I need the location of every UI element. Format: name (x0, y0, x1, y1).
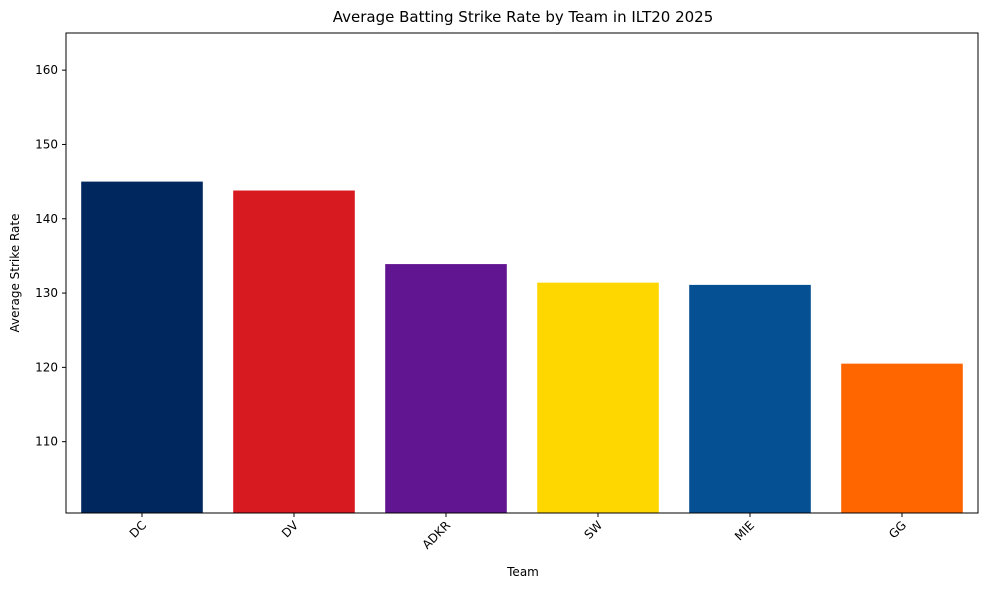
y-axis: 110 120 130 140 150 160 (35, 63, 66, 449)
x-axis-label: Team (506, 565, 539, 579)
bar-adkr (385, 264, 507, 513)
bar-dv (233, 190, 355, 513)
bar-mie (689, 284, 811, 513)
bar-gg (841, 363, 963, 513)
chart-title: Average Batting Strike Rate by Team in I… (333, 8, 714, 26)
x-tick-label-dv: DV (279, 518, 302, 541)
y-tick-label: 140 (35, 212, 58, 226)
y-tick-label: 120 (35, 360, 58, 374)
bars-group (81, 181, 963, 513)
plot-frame (65, 32, 979, 514)
x-tick-label-gg: GG (886, 518, 909, 541)
x-axis: DC DV ADKR SW MIE GG (127, 513, 909, 552)
x-tick-label-mie: MIE (732, 518, 757, 543)
y-tick-label: 110 (35, 435, 58, 449)
y-axis-label: Average Strike Rate (8, 214, 22, 333)
bar-sw (537, 282, 659, 513)
y-tick-label: 130 (35, 286, 58, 300)
y-tick-label: 160 (35, 63, 58, 77)
x-tick-label-adkr: ADKR (419, 518, 453, 552)
bar-dc (81, 181, 203, 513)
x-tick-label-dc: DC (127, 518, 149, 540)
x-tick-label-sw: SW (581, 518, 605, 542)
y-tick-label: 150 (35, 137, 58, 151)
